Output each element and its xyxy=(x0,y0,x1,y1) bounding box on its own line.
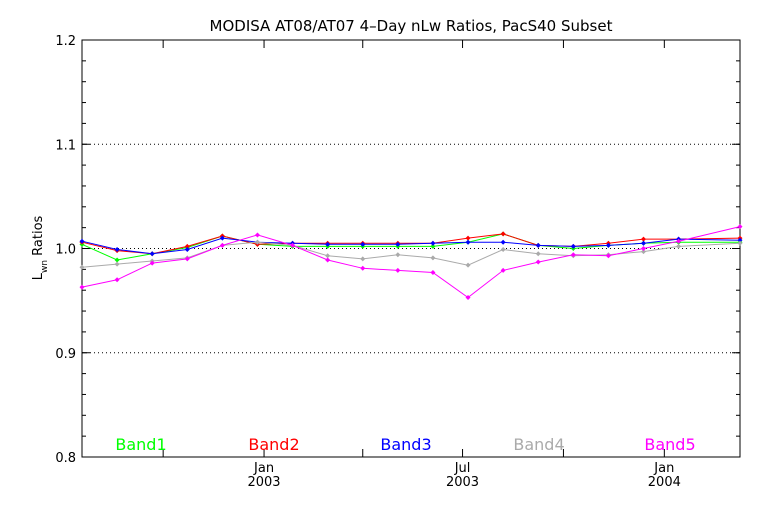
data-point xyxy=(219,242,225,248)
grid-lines xyxy=(82,143,740,354)
chart-title: MODISA AT08/AT07 4–Day nLw Ratios, PacS4… xyxy=(210,17,613,35)
data-point xyxy=(500,247,506,253)
data-point xyxy=(149,251,155,257)
data-point xyxy=(737,240,743,246)
data-point xyxy=(114,247,120,253)
x-tick-label-month: Jan xyxy=(253,461,274,476)
data-point xyxy=(676,238,682,244)
data-point xyxy=(79,264,85,270)
data-point xyxy=(465,294,471,300)
series-line xyxy=(81,226,741,299)
data-point xyxy=(360,241,366,247)
data-point xyxy=(570,243,576,249)
data-point xyxy=(465,235,471,241)
data-point xyxy=(465,239,471,245)
series-layer xyxy=(79,224,743,300)
data-point xyxy=(465,262,471,268)
y-tick-label: 1.1 xyxy=(55,138,76,153)
data-point xyxy=(325,253,331,259)
data-point xyxy=(430,240,436,246)
data-point xyxy=(395,267,401,273)
data-point xyxy=(290,242,296,248)
x-tick-label-month: Jan xyxy=(653,461,674,476)
y-tick-label: 1.0 xyxy=(55,243,76,258)
data-point xyxy=(114,277,120,283)
data-point xyxy=(500,231,506,237)
data-point xyxy=(430,269,436,275)
y-axis: 0.8 0.9 1.0 1.1 1.2 xyxy=(55,34,740,466)
series-band3 xyxy=(79,235,743,257)
data-point xyxy=(737,224,743,230)
data-point xyxy=(535,242,541,248)
x-tick-label-year: 2004 xyxy=(648,475,681,490)
legend-entry: Band4 xyxy=(513,435,564,454)
data-point xyxy=(114,261,120,267)
data-point xyxy=(500,267,506,273)
legend: Band1 Band2 Band3 Band4 Band5 xyxy=(115,435,695,454)
data-point xyxy=(640,236,646,242)
data-point xyxy=(79,238,85,244)
data-point xyxy=(325,257,331,263)
y-tick-label: 0.9 xyxy=(55,347,76,362)
data-point xyxy=(605,242,611,248)
data-point xyxy=(640,240,646,246)
data-point xyxy=(325,241,331,247)
data-point xyxy=(360,265,366,271)
y-axis-label: Lwn Ratios xyxy=(31,215,50,280)
data-point xyxy=(430,255,436,261)
data-point xyxy=(254,232,260,238)
data-point xyxy=(737,237,743,243)
data-point xyxy=(570,252,576,258)
y-tick-label: 0.8 xyxy=(55,451,76,466)
y-tick-label: 1.2 xyxy=(55,34,76,49)
data-point xyxy=(114,257,120,263)
data-point xyxy=(184,256,190,262)
data-point xyxy=(640,246,646,251)
x-tick-label-month: Jul xyxy=(454,461,471,476)
data-point xyxy=(79,284,85,290)
data-point xyxy=(640,249,646,255)
data-point xyxy=(676,243,682,249)
data-point xyxy=(395,241,401,247)
data-point xyxy=(605,253,611,259)
legend-entry: Band1 xyxy=(115,435,166,454)
data-point xyxy=(535,251,541,257)
data-point xyxy=(535,259,541,265)
data-point xyxy=(395,252,401,258)
x-tick-label-year: 2003 xyxy=(446,475,479,490)
data-point xyxy=(360,256,366,262)
data-point xyxy=(219,235,225,241)
x-tick-label-year: 2003 xyxy=(247,475,280,490)
data-point xyxy=(430,243,436,249)
legend-entry: Band5 xyxy=(644,435,695,454)
data-point xyxy=(149,260,155,266)
data-point xyxy=(500,239,506,245)
series-band5 xyxy=(79,224,743,300)
data-point xyxy=(254,239,260,245)
legend-entry: Band3 xyxy=(380,435,431,454)
legend-entry: Band2 xyxy=(248,435,299,454)
data-point xyxy=(184,243,190,249)
data-point xyxy=(184,247,190,253)
